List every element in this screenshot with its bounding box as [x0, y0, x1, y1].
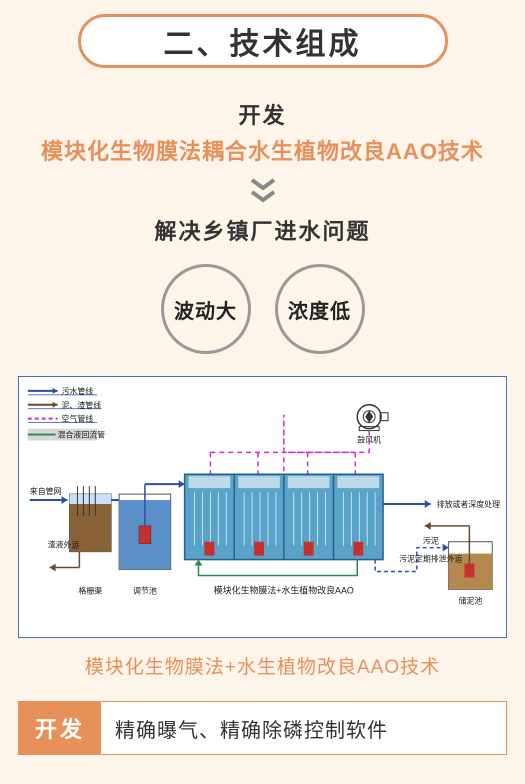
legend-label: 污水管线 — [62, 386, 94, 396]
intro-line1: 开发 — [0, 98, 525, 130]
sludge-tank: 储泥池 — [449, 542, 493, 606]
legend-label: 空气管线 — [62, 414, 94, 424]
circle-label: 浓度低 — [288, 295, 351, 324]
section-header: 二、技术组成 — [78, 14, 448, 68]
tank-label: 储泥池 — [459, 595, 483, 605]
footer-tag: 开发 — [19, 702, 101, 754]
sludge-out-label: 渣液外运 — [48, 540, 80, 550]
inlet-label: 来自管网 — [30, 486, 62, 496]
aao-label: 模块化生物膜法+水生植物改良AAO — [214, 584, 354, 595]
sludge-out-arrow: 渣液外运 — [48, 540, 80, 572]
intro-block: 开发 模块化生物膜法耦合水生植物改良AAO技术 — [0, 98, 525, 166]
process-diagram: 污水管线 泥、渣管线 空气管线 混合液回流管 鼓风机 — [18, 376, 507, 638]
sludge-periodic-label: 污泥定期排泄外运 — [399, 554, 462, 564]
circle-lowconc: 浓度低 — [275, 264, 365, 354]
sludge-label: 污泥 — [423, 536, 439, 546]
diagram-legend: 污水管线 泥、渣管线 空气管线 混合液回流管 — [28, 386, 105, 441]
return-line — [195, 560, 358, 576]
section-title: 二、技术组成 — [164, 19, 362, 63]
intro-line2: 模块化生物膜法耦合水生植物改良AAO技术 — [0, 134, 525, 166]
footer-text: 精确曝气、精确除磷控制软件 — [101, 702, 506, 754]
tank-label: 格栅渠 — [78, 585, 102, 595]
outlet-label: 排放或者深度处理 — [437, 499, 500, 509]
circle-label: 波动大 — [174, 295, 237, 324]
inlet-arrow: 来自管网 — [30, 486, 68, 504]
intro-line3: 解决乡镇厂进水问题 — [0, 214, 525, 246]
circle-fluctuation: 波动大 — [161, 264, 251, 354]
footer-block: 开发 精确曝气、精确除磷控制软件 — [18, 701, 507, 755]
outlet-arrow: 排放或者深度处理 — [383, 499, 500, 509]
diagram-caption: 模块化生物膜法+水生植物改良AAO技术 — [0, 652, 525, 679]
legend-label: 混合液回流管 — [58, 430, 106, 440]
blower-icon: 鼓风机 — [357, 405, 388, 445]
aao-modules: 模块化生物膜法+水生植物改良AAO — [185, 474, 383, 595]
equalization-tank: 调节池 — [119, 484, 171, 595]
problem-circles: 波动大 浓度低 — [0, 264, 525, 354]
chevron-down-icon — [248, 178, 278, 206]
tank-label: 调节池 — [133, 585, 157, 595]
legend-label: 泥、渣管线 — [62, 400, 102, 410]
